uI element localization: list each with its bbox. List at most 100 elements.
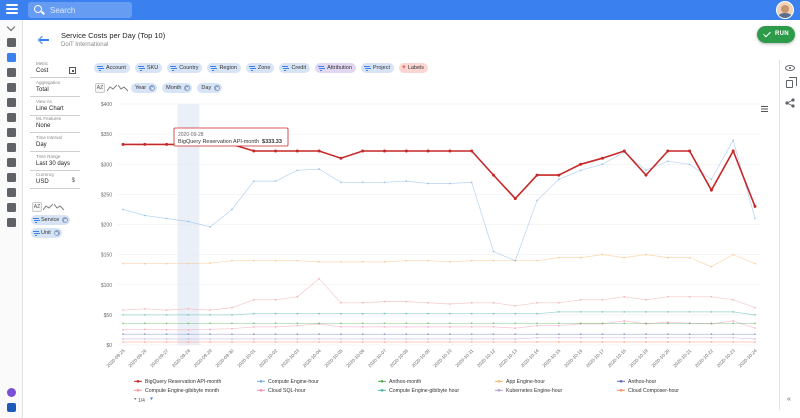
data-point [274,333,277,336]
group-chip-month[interactable]: Month [162,83,193,93]
data-point [317,149,321,153]
row-chip-service[interactable]: Service [31,215,71,225]
calendar-icon[interactable] [7,158,16,167]
field-label: Currency [36,172,55,177]
filter-chip-sku[interactable]: SKU [134,63,163,73]
hamburger-menu-icon[interactable] [6,4,18,16]
group-chip-day[interactable]: Day [197,83,223,93]
search-box[interactable] [28,2,132,18]
folder-icon[interactable] [7,113,16,122]
home-icon[interactable] [7,38,16,47]
data-point [492,338,495,340]
people-icon[interactable] [7,83,16,92]
laptop-icon[interactable] [7,173,16,182]
data-point [187,329,190,331]
filter-chip-label: Account [106,65,126,71]
filter-chip-labels[interactable]: + Labels [399,63,429,73]
support-icon[interactable] [7,388,16,397]
filter-chip-account[interactable]: Account [94,63,130,73]
remove-icon[interactable] [62,217,69,223]
legend-pager: 1/4 [138,398,145,404]
data-point [296,333,299,336]
briefcase-icon[interactable] [7,203,16,212]
search-input[interactable] [50,3,128,17]
metric-select[interactable]: Metric Cost [30,61,80,78]
time-interval-select[interactable]: Time Interval Day [30,135,80,152]
y-tick-label: $0 [106,343,112,349]
trend-down-icon[interactable] [54,203,64,211]
data-point [122,208,124,211]
view-as-select[interactable]: View As Line Chart [30,99,80,116]
analytics-icon[interactable] [7,53,16,62]
share-icon[interactable] [785,95,795,108]
data-point [535,173,539,177]
filter-chip-label: Country [179,65,199,71]
data-point [536,324,538,327]
x-tick-label: 2020-10-07 [367,348,387,368]
remove-icon[interactable] [149,85,156,91]
data-point [514,327,517,330]
data-point [187,220,190,223]
document-icon[interactable] [7,128,16,137]
eye-icon[interactable] [785,65,795,71]
back-arrow-icon[interactable] [38,35,50,45]
hierarchy-icon[interactable] [7,98,16,107]
data-point [318,338,321,340]
series-line [122,278,756,311]
user-avatar[interactable] [776,1,794,19]
trend-up-icon[interactable] [107,84,117,92]
data-point [296,324,299,327]
data-point [427,182,430,185]
collapse-panel-icon[interactable]: « [787,396,791,403]
sort-az-button[interactable]: AZ [95,83,105,93]
filter-chip-zone[interactable]: Zone [245,63,275,73]
chat-icon[interactable] [7,68,16,77]
remove-icon[interactable] [184,85,191,91]
data-point [165,338,168,340]
x-axis: 2020-09-25 2020-09-26 2020-09-27 2020-09-28… [106,348,758,368]
data-point [536,312,538,315]
list-icon[interactable] [7,188,16,197]
chevron-down-icon[interactable] [6,22,16,32]
x-tick-label: 2020-10-05 [323,348,343,368]
filter-chip-label: Region [219,65,237,71]
data-point [296,312,299,315]
data-point [754,338,756,340]
legend-entry: Anthos-month [389,379,421,385]
data-point [710,341,713,343]
data-point [492,250,495,253]
x-tick-label: 2020-10-18 [607,348,627,368]
currency-select[interactable]: Currency USD $ [30,172,80,189]
history-icon[interactable] [7,143,16,152]
filter-chip-credit[interactable]: Credit [279,63,311,73]
run-button[interactable]: RUN [757,26,795,43]
trend-down-icon[interactable] [118,84,128,92]
gear-icon[interactable] [7,218,16,227]
group-chip-year[interactable]: Year [131,83,158,93]
chart-menu-icon[interactable] [761,106,768,112]
rows-sort-az-button[interactable]: AZ [32,202,42,212]
field-value: None [36,123,51,129]
row-chip-unit[interactable]: Unit [31,228,62,238]
x-tick-label: 2020-10-21 [672,348,692,368]
remove-icon[interactable] [214,85,221,91]
copy-icon[interactable] [786,77,797,88]
trend-up-icon[interactable] [43,203,53,211]
remove-icon[interactable] [53,230,60,236]
field-label: Time Range [36,154,61,159]
data-point [710,322,713,325]
metric-settings-icon[interactable] [69,67,76,74]
data-point [557,341,560,343]
data-point [296,338,299,340]
time-range-select[interactable]: Time Range Last 30 days [30,154,80,171]
ml-features-select[interactable]: ML Features None [30,116,80,133]
aggregation-select[interactable]: Aggregation Total [30,80,80,97]
filter-chip-project[interactable]: Project [360,63,394,73]
filter-chip-region[interactable]: Region [207,63,241,73]
filter-chip-attribution[interactable]: Attribution [315,63,356,73]
data-point [187,333,190,336]
intercom-icon[interactable] [7,403,16,412]
data-point [709,188,713,192]
data-point [165,341,168,343]
filter-chip-country[interactable]: Country [167,63,203,73]
